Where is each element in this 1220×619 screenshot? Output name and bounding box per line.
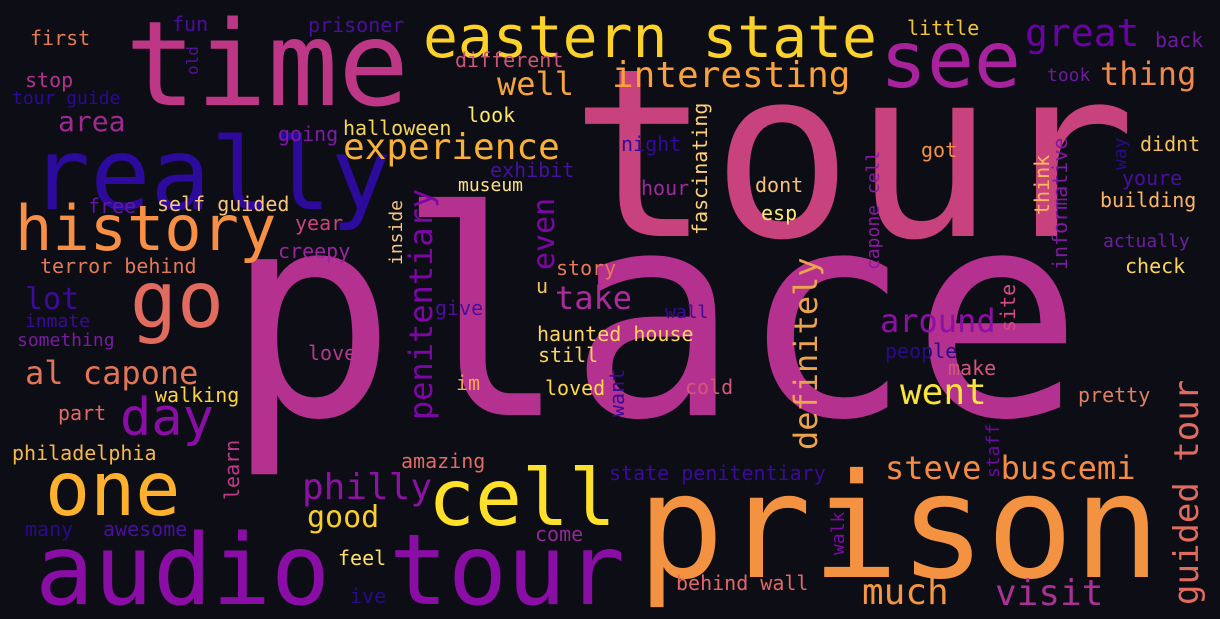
word-well: well (497, 65, 575, 103)
word-fascinating: fascinating (688, 102, 712, 235)
word-audio-tour: audio tour (35, 514, 626, 619)
word-great: great (1025, 11, 1140, 55)
word-philly: philly (302, 467, 433, 508)
word-first: first (30, 26, 91, 50)
word-wall: wall (665, 302, 709, 323)
word-prisoner: prisoner (308, 13, 405, 37)
word-take: take (555, 279, 633, 317)
word-exhibit: exhibit (490, 158, 575, 182)
word-self-guided: self guided (157, 192, 290, 216)
word-thing: thing (1100, 55, 1197, 93)
word-esp: esp (761, 201, 798, 225)
word-really: really (30, 116, 392, 233)
word-penitentiary: penitentiary (402, 188, 440, 420)
word-didnt: didnt (1140, 132, 1201, 156)
word-guided-tour: guided tour (1167, 379, 1207, 605)
word-history: history (15, 192, 277, 265)
word-u: u (536, 274, 549, 298)
word-capone-cell: capone cell (863, 150, 884, 270)
word-got: got (921, 138, 958, 162)
word-interesting: interesting (612, 55, 851, 96)
word-dont: dont (755, 173, 804, 197)
word-building: building (1100, 188, 1197, 212)
word-actually: actually (1103, 231, 1190, 252)
word-inmate: inmate (25, 311, 91, 332)
word-informative: informative (1048, 137, 1072, 270)
word-went: went (900, 372, 987, 413)
word-area: area (58, 105, 126, 138)
word-people: people (885, 339, 958, 363)
word-want: want (605, 368, 629, 417)
word-hour: hour (641, 176, 690, 200)
word-haunted-house: haunted house (537, 322, 694, 346)
word-amazing: amazing (401, 449, 486, 473)
word-free: free (88, 194, 137, 218)
word-eastern-state: eastern state (423, 3, 877, 71)
word-walk: walk (828, 511, 849, 555)
word-tour: tour (570, 19, 1136, 292)
word-im: im (456, 371, 481, 395)
word-creepy: creepy (278, 239, 351, 263)
word-ive: ive (350, 584, 387, 608)
word-good: good (307, 500, 380, 535)
word-state-penitentiary: state penitentiary (609, 461, 826, 485)
word-look: look (467, 103, 516, 127)
word-stop: stop (25, 68, 74, 92)
word-cold: cold (685, 375, 734, 399)
word-cell: cell (428, 454, 616, 544)
word-make: make (948, 356, 997, 380)
word-old: old (183, 46, 202, 75)
word-day: day (120, 388, 214, 448)
word-different: different (455, 48, 564, 72)
word-night: night (621, 132, 682, 156)
word-philadelphia: philadelphia (12, 441, 157, 465)
word-much: much (862, 572, 949, 613)
word-something: something (17, 330, 115, 351)
word-lot: lot (25, 282, 80, 317)
word-come: come (535, 522, 584, 546)
word-steve-buscemi: steve buscemi (885, 449, 1136, 487)
word-learn: learn (220, 439, 244, 500)
word-place: place (225, 151, 1083, 483)
word-took: took (1047, 65, 1091, 86)
word-tour-guide: tour guide (12, 88, 121, 109)
word-pretty: pretty (1078, 383, 1151, 407)
word-check: check (1125, 254, 1186, 278)
word-staff: staff (983, 423, 1004, 478)
word-al-capone: al capone (25, 354, 199, 392)
word-experience: experience (343, 127, 560, 168)
word-around: around (880, 302, 996, 340)
word-site: site (996, 283, 1020, 332)
word-visit: visit (995, 573, 1104, 614)
word-terror-behind: terror behind (40, 254, 197, 278)
word-feel: feel (338, 546, 387, 570)
word-awesome: awesome (103, 517, 188, 541)
word-youre: youre (1122, 166, 1183, 190)
word-going: going (278, 122, 339, 146)
word-part: part (58, 401, 107, 425)
word-still: still (538, 343, 599, 367)
word-many: many (25, 517, 74, 541)
word-give: give (435, 296, 484, 320)
word-behind-wall: behind wall (676, 571, 809, 595)
word-love: love (308, 341, 357, 365)
word-walking: walking (155, 383, 240, 407)
word-museum: museum (458, 175, 524, 196)
word-year: year (295, 211, 344, 235)
word-loved: loved (545, 376, 606, 400)
word-back: back (1155, 28, 1204, 52)
word-halloween: halloween (343, 116, 452, 140)
word-time: time (125, 0, 410, 133)
word-see: see (880, 16, 1021, 106)
word-prison: prison (637, 443, 1161, 612)
word-story: story (556, 256, 617, 280)
word-go: go (130, 256, 224, 346)
word-fun: fun (172, 12, 209, 36)
word-little: little (907, 16, 980, 40)
word-one: one (45, 445, 181, 533)
word-way: way (1110, 137, 1131, 170)
word-inside: inside (386, 199, 407, 265)
word-definitely: definitely (787, 257, 825, 450)
